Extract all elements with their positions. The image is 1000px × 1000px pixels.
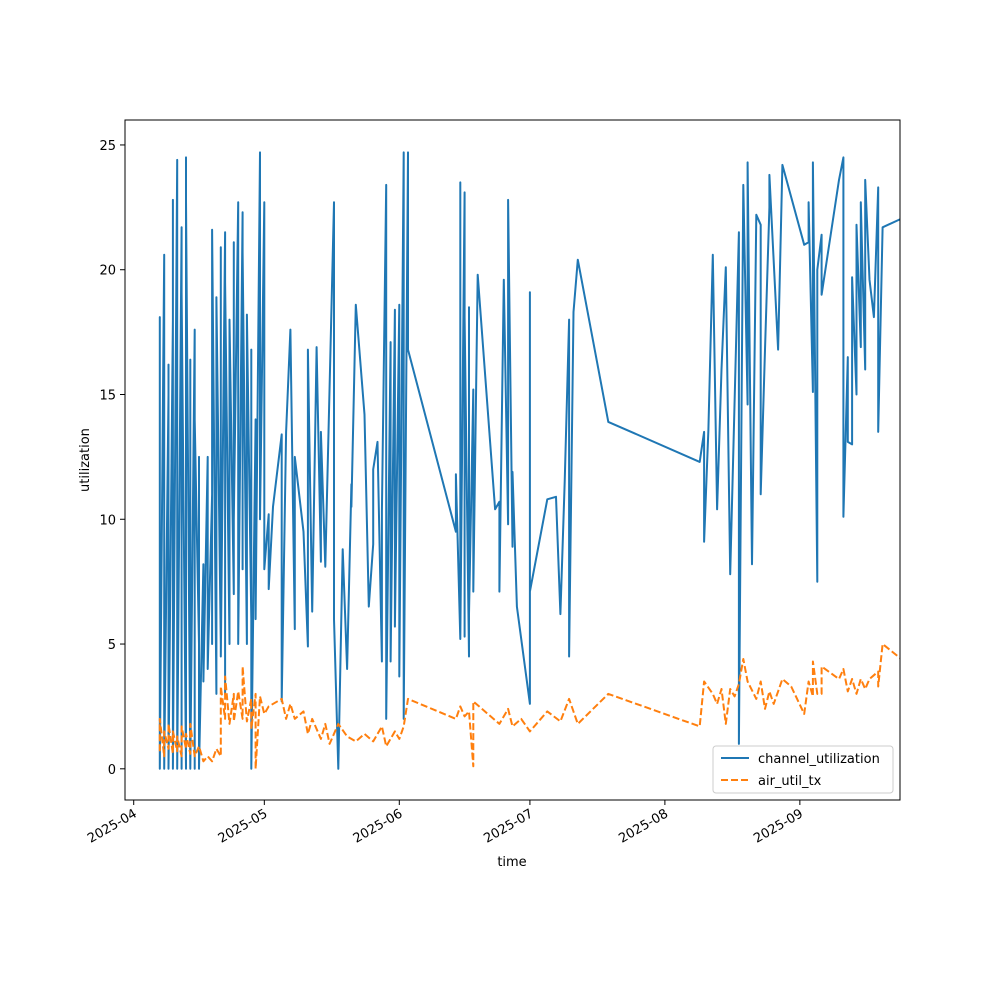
legend-label-air-util-tx: air_util_tx: [758, 774, 822, 789]
series-line-channel-utilization: [158, 151, 900, 770]
y-axis: 0 5 10 15 20 25: [99, 139, 125, 778]
y-tick-label: 5: [108, 638, 116, 653]
y-axis-label: utilization: [78, 428, 93, 492]
y-tick-label: 15: [99, 388, 116, 403]
series-line-air-util-tx: [158, 643, 900, 770]
legend: channel_utilization air_util_tx: [712, 745, 894, 794]
y-tick-label: 20: [99, 264, 116, 279]
y-tick-label: 0: [108, 763, 116, 778]
legend-box: [712, 745, 894, 794]
x-axis-label: time: [497, 855, 526, 870]
y-tick-label: 10: [99, 513, 116, 528]
legend-label-channel-utilization: channel_utilization: [758, 752, 880, 767]
plot-area-frame: [124, 119, 901, 801]
y-tick-label: 25: [99, 139, 116, 154]
